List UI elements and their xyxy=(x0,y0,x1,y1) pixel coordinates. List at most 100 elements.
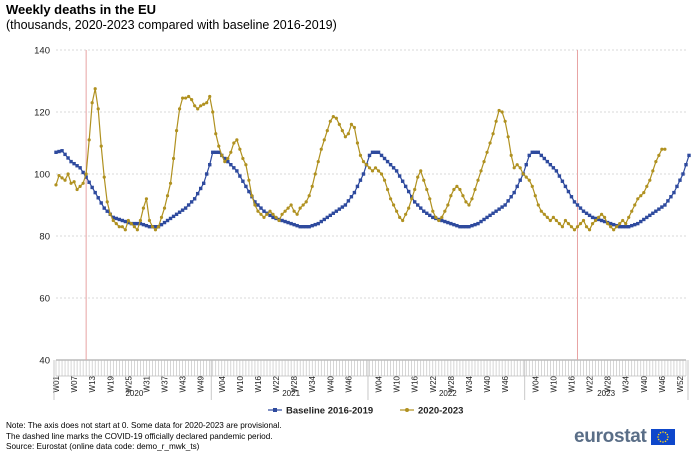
data-point xyxy=(633,203,637,207)
data-point xyxy=(385,187,390,192)
x-tick-label: W37 xyxy=(161,375,170,392)
data-point xyxy=(470,223,474,228)
data-point xyxy=(422,209,426,213)
data-point xyxy=(171,214,176,219)
data-point xyxy=(280,218,284,223)
data-point xyxy=(343,203,348,207)
data-point xyxy=(657,153,661,157)
data-point xyxy=(569,225,574,229)
data-point xyxy=(413,187,417,192)
data-point xyxy=(687,153,691,158)
data-point xyxy=(509,153,513,157)
x-tick-label: W04 xyxy=(218,375,227,392)
data-point xyxy=(512,166,516,170)
data-point xyxy=(165,194,170,198)
data-point xyxy=(75,187,79,192)
data-point xyxy=(226,156,230,161)
data-point xyxy=(162,206,167,210)
data-point xyxy=(238,147,242,151)
note-source: Source: Eurostat (online data code: demo… xyxy=(6,442,200,452)
data-point xyxy=(319,147,323,151)
data-point xyxy=(177,210,182,214)
data-point xyxy=(358,153,363,157)
data-point xyxy=(147,225,152,229)
data-point xyxy=(262,209,266,213)
data-point xyxy=(648,213,652,218)
data-point xyxy=(503,203,507,207)
data-point xyxy=(636,197,640,201)
data-point xyxy=(141,206,146,210)
data-point xyxy=(608,221,613,226)
data-point xyxy=(129,222,133,226)
data-point xyxy=(539,209,543,213)
data-point xyxy=(446,220,450,225)
x-tick-label: W43 xyxy=(179,375,188,392)
data-point xyxy=(533,194,537,198)
data-point xyxy=(349,122,354,126)
data-point xyxy=(192,197,197,201)
data-point xyxy=(367,153,372,158)
data-point xyxy=(168,216,173,221)
data-point xyxy=(584,225,589,229)
data-point xyxy=(515,163,519,167)
data-point xyxy=(132,225,136,229)
series-line xyxy=(55,88,665,231)
data-point xyxy=(135,228,139,232)
data-point xyxy=(599,212,604,216)
data-point xyxy=(205,101,209,105)
data-point xyxy=(289,221,293,226)
data-point xyxy=(99,201,103,205)
data-point xyxy=(361,172,366,176)
data-point xyxy=(461,225,465,229)
data-point xyxy=(482,160,486,164)
data-point xyxy=(96,107,100,111)
data-point xyxy=(557,222,561,226)
x-tick-label: W04 xyxy=(531,375,540,392)
data-point xyxy=(328,119,332,123)
data-point xyxy=(232,166,236,170)
y-tick-label: 60 xyxy=(39,294,50,305)
data-point xyxy=(494,209,498,213)
data-point xyxy=(373,166,378,170)
data-point xyxy=(325,129,329,133)
data-point xyxy=(156,225,161,229)
data-point xyxy=(90,101,94,105)
data-point xyxy=(376,150,381,154)
data-point xyxy=(168,181,173,185)
data-point xyxy=(111,215,115,220)
data-point xyxy=(99,144,103,148)
data-point xyxy=(226,159,230,164)
data-point xyxy=(295,212,299,216)
data-point xyxy=(663,203,667,207)
data-point xyxy=(488,141,492,145)
data-point xyxy=(630,209,634,213)
y-tick-label: 120 xyxy=(34,108,50,119)
data-point xyxy=(298,206,302,210)
data-point xyxy=(413,200,417,204)
data-point xyxy=(660,147,664,151)
data-point xyxy=(431,209,435,213)
data-point xyxy=(247,178,251,182)
data-point xyxy=(578,206,583,210)
data-point xyxy=(93,190,97,195)
data-point xyxy=(340,129,344,133)
data-point xyxy=(111,218,115,223)
x-tick-label: W34 xyxy=(465,375,474,392)
data-point xyxy=(57,149,61,154)
data-point xyxy=(584,211,589,215)
data-point xyxy=(464,200,468,204)
data-point xyxy=(397,174,402,178)
data-point xyxy=(407,206,411,210)
x-tick-label: W10 xyxy=(236,375,245,392)
data-point xyxy=(446,203,450,207)
data-point xyxy=(63,152,67,157)
data-point xyxy=(138,218,143,223)
data-point xyxy=(551,166,556,170)
data-point xyxy=(187,94,191,99)
data-point xyxy=(208,163,212,167)
data-point xyxy=(337,207,342,211)
data-point xyxy=(214,150,218,154)
data-point xyxy=(301,225,305,229)
data-point xyxy=(141,222,146,227)
data-point xyxy=(581,218,586,223)
